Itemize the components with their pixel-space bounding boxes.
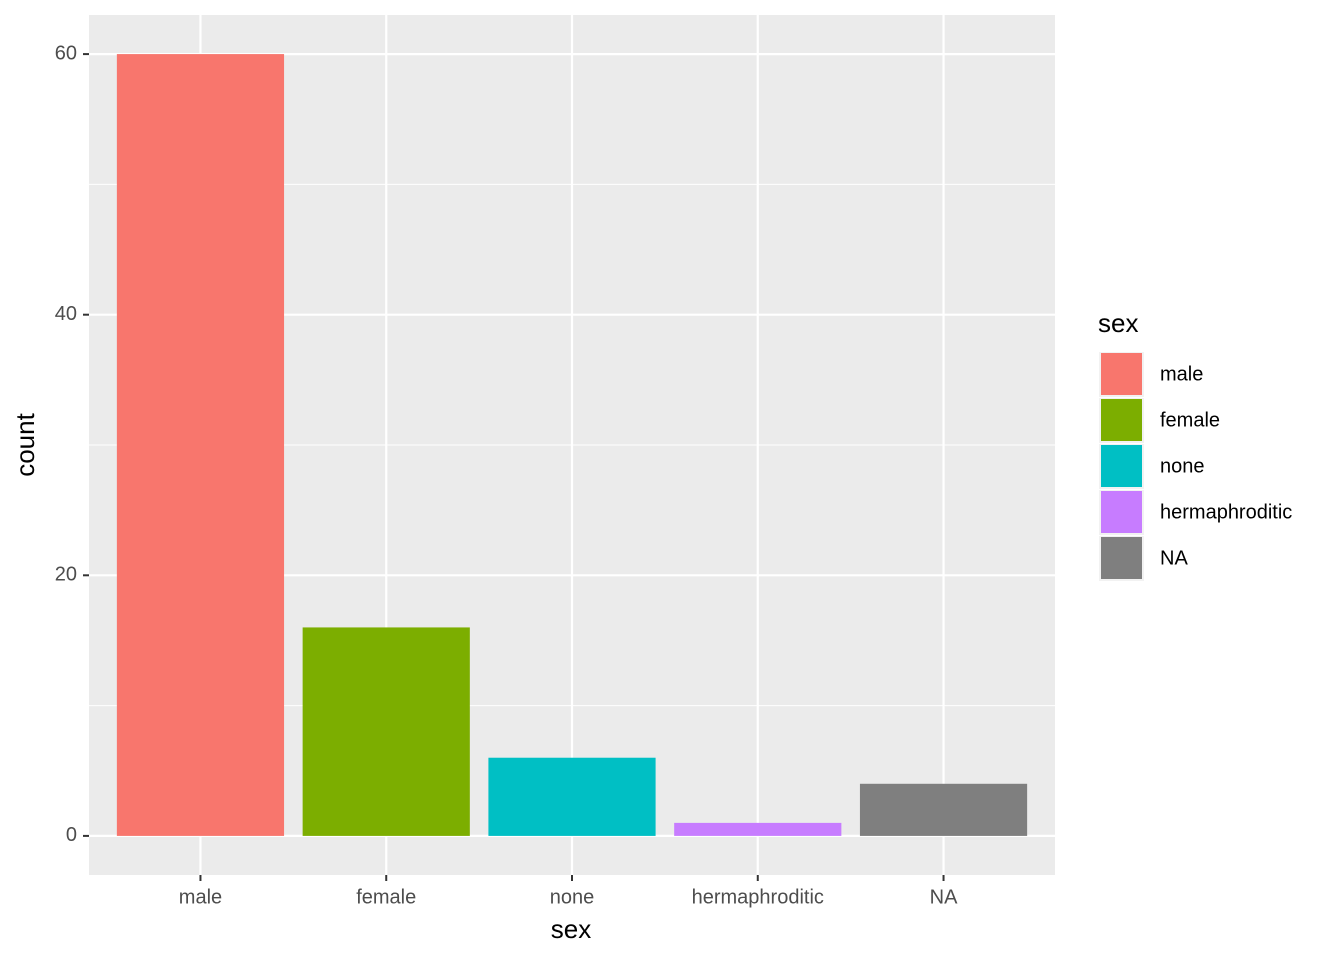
x-tick-label: male <box>179 886 222 908</box>
y-axis-title: count <box>10 412 40 476</box>
legend-key <box>1101 353 1142 395</box>
legend-key <box>1101 399 1142 441</box>
y-tick-label: 60 <box>55 42 77 64</box>
y-tick-label: 20 <box>55 564 77 586</box>
legend-key <box>1101 491 1142 533</box>
legend-label: NA <box>1160 547 1188 569</box>
legend-key <box>1101 445 1142 487</box>
legend-key <box>1101 537 1142 579</box>
legend-title: sex <box>1098 308 1138 338</box>
bar <box>674 822 842 836</box>
bar <box>488 757 656 836</box>
legend-label: none <box>1160 455 1205 477</box>
bar <box>859 783 1028 836</box>
x-tick-label: hermaphroditic <box>692 886 824 908</box>
x-tick-label: none <box>550 886 595 908</box>
x-axis-title: sex <box>551 914 591 944</box>
legend-label: hermaphroditic <box>1160 501 1292 523</box>
legend-label: female <box>1160 409 1220 431</box>
x-tick-label: female <box>356 886 416 908</box>
bar <box>116 54 285 836</box>
x-tick-label: NA <box>930 886 958 908</box>
bar <box>302 627 470 836</box>
legend-label: male <box>1160 363 1203 385</box>
y-tick-label: 40 <box>55 303 77 325</box>
y-tick-label: 0 <box>66 824 77 846</box>
